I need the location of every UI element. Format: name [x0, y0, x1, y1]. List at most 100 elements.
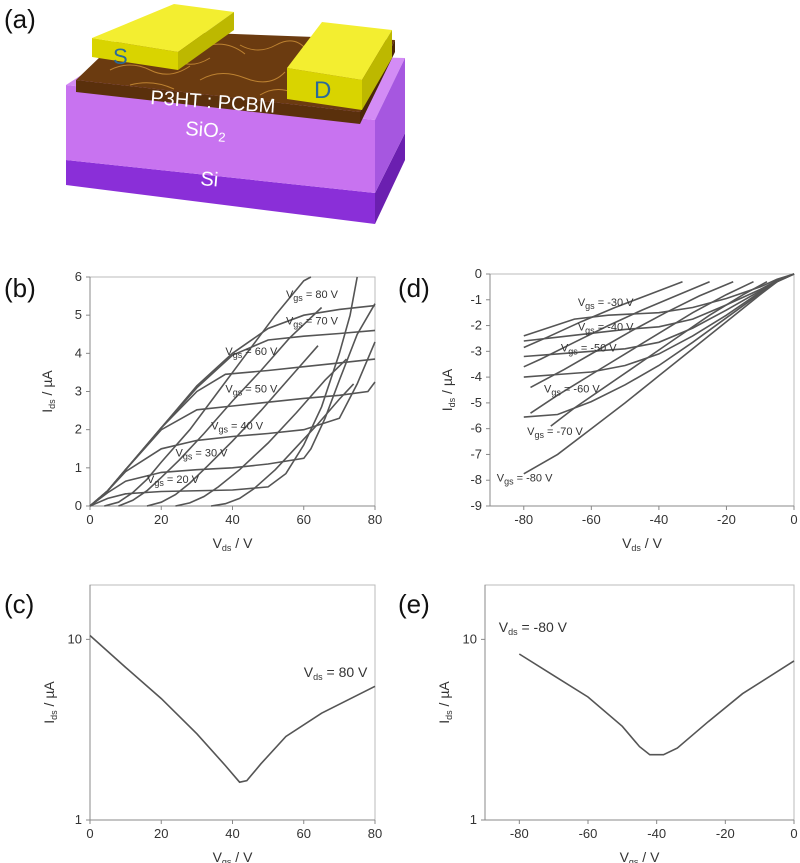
series-curve	[89, 303, 376, 507]
panel-label-a: (a)	[4, 4, 36, 34]
series-curve	[89, 341, 376, 507]
y-tick-label: 2	[75, 422, 82, 437]
panel-label-e: (e)	[398, 589, 430, 619]
y-tick-label: 1	[470, 812, 477, 827]
locus-curve	[118, 306, 323, 507]
x-tick-label: 40	[225, 826, 239, 841]
series-curve	[523, 273, 795, 337]
series-curve	[523, 273, 795, 342]
locus-curve	[550, 280, 768, 427]
series-curve	[523, 273, 795, 475]
y-tick-label: -9	[470, 498, 482, 513]
locus-curve	[146, 345, 319, 507]
y-axis-label: Ids / µA	[439, 368, 457, 411]
y-tick-label: 4	[75, 345, 82, 360]
x-tick-label: 40	[225, 512, 239, 527]
locus-curve	[104, 276, 312, 507]
y-tick-label: 3	[75, 384, 82, 399]
chart-output-d: -80 -60 -40 -20 0 0 -1 -2 -3 -4 -5 -6 -7 -8 -9 Vds / V I…	[439, 266, 798, 553]
x-tick-label: 80	[368, 512, 382, 527]
y-tick-label: -5	[470, 395, 482, 410]
series-curve	[523, 273, 795, 358]
device-schematic: (a) S D P3HT : PCBM SiO2 S	[4, 4, 405, 224]
panel-label-d: (d)	[398, 273, 430, 303]
locus-curve	[530, 280, 734, 389]
locus-curve	[523, 280, 683, 349]
x-axis-label: Vds / V	[213, 535, 254, 553]
source-top	[92, 4, 234, 52]
x-tick-label: 80	[368, 826, 382, 841]
series-annotation: Vgs = 70 V	[286, 316, 339, 330]
series-annotation: Vgs = 40 V	[211, 421, 264, 435]
y-tick-label: -1	[470, 292, 482, 307]
si-front	[66, 160, 375, 224]
x-tick-label: -20	[716, 826, 735, 841]
locus-curve	[210, 383, 355, 507]
series-curve	[89, 634, 376, 784]
y-tick-label: -2	[470, 318, 482, 333]
y-tick-label: 1	[75, 460, 82, 475]
chart-output-b: 0 20 40 60 80 0 1 2 3 4 5 6 Vds / V Ids / µA Vgs = 20 …	[39, 269, 382, 553]
x-tick-label: -20	[717, 512, 736, 527]
sio2-side	[375, 58, 405, 193]
x-tick-label: -60	[579, 826, 598, 841]
locus-curve	[175, 358, 348, 507]
film-front	[76, 80, 360, 124]
y-tick-label: 5	[75, 307, 82, 322]
series-annotation: Vds = 80 V	[304, 664, 368, 682]
x-tick-label: -80	[510, 826, 529, 841]
panel-label-b: (b)	[4, 273, 36, 303]
y-tick-label: 0	[75, 498, 82, 513]
plot-frame	[89, 584, 376, 821]
series-annotation: Vds = -80 V	[499, 619, 568, 637]
oxide-name: SiO	[185, 118, 220, 142]
y-tick-label: -6	[470, 421, 482, 436]
series-annotation: Vgs = -60 V	[544, 384, 600, 398]
x-tick-label: 0	[790, 826, 797, 841]
film-texture	[109, 40, 307, 96]
panel-label-c: (c)	[4, 589, 34, 619]
series-curve	[89, 304, 376, 507]
series-curve	[518, 653, 795, 756]
series-annotation: Vgs = 50 V	[225, 384, 278, 398]
source-label: S	[113, 44, 128, 69]
x-tick-label: -60	[582, 512, 601, 527]
drain-front	[287, 68, 362, 110]
x-axis-label: Vgs / V	[213, 849, 254, 863]
series-annotation: Vgs = 80 V	[286, 289, 339, 303]
series-annotation: Vgs = 20 V	[147, 474, 200, 488]
series-annotation: Vgs = 60 V	[225, 346, 278, 360]
chart-transfer-c: 0 20 40 60 80 1 10 Vgs / V Ids / µA Vds = 80 V	[41, 584, 382, 863]
x-tick-label: -80	[514, 512, 533, 527]
chart-transfer-e: -80 -60 -40 -20 0 1 10 Vgs / V Ids / µA Vds = -80…	[436, 584, 798, 863]
series-annotation: Vgs = -50 V	[561, 342, 617, 356]
source-side	[178, 12, 234, 70]
x-tick-label: 0	[86, 512, 93, 527]
x-tick-label: 20	[154, 826, 168, 841]
y-tick-label: -8	[470, 472, 482, 487]
x-tick-label: -40	[649, 512, 668, 527]
series-annotation: Vgs = -40 V	[578, 322, 634, 336]
series-annotation: Vgs = -80 V	[497, 473, 553, 487]
y-tick-label: 1	[75, 812, 82, 827]
locus-curve	[530, 280, 754, 414]
x-tick-label: 60	[297, 512, 311, 527]
oxide-label: SiO2	[185, 118, 227, 145]
x-tick-label: 20	[154, 512, 168, 527]
y-tick-label: -3	[470, 343, 482, 358]
series-curve	[89, 276, 358, 507]
source-front	[92, 38, 178, 70]
drain-top	[287, 22, 392, 80]
x-tick-label: 0	[790, 512, 797, 527]
y-tick-label: 10	[463, 631, 477, 646]
series-annotation: Vgs = -70 V	[527, 426, 583, 440]
y-axis-label: Ids / µA	[436, 681, 454, 724]
series-annotation: Vgs = 30 V	[176, 447, 229, 461]
x-tick-label: 0	[86, 826, 93, 841]
si-side	[375, 133, 405, 224]
drain-label: D	[314, 77, 331, 104]
y-axis-label: Ids / µA	[41, 681, 59, 724]
y-axis-label: Ids / µA	[39, 370, 57, 413]
drain-side	[362, 30, 392, 110]
